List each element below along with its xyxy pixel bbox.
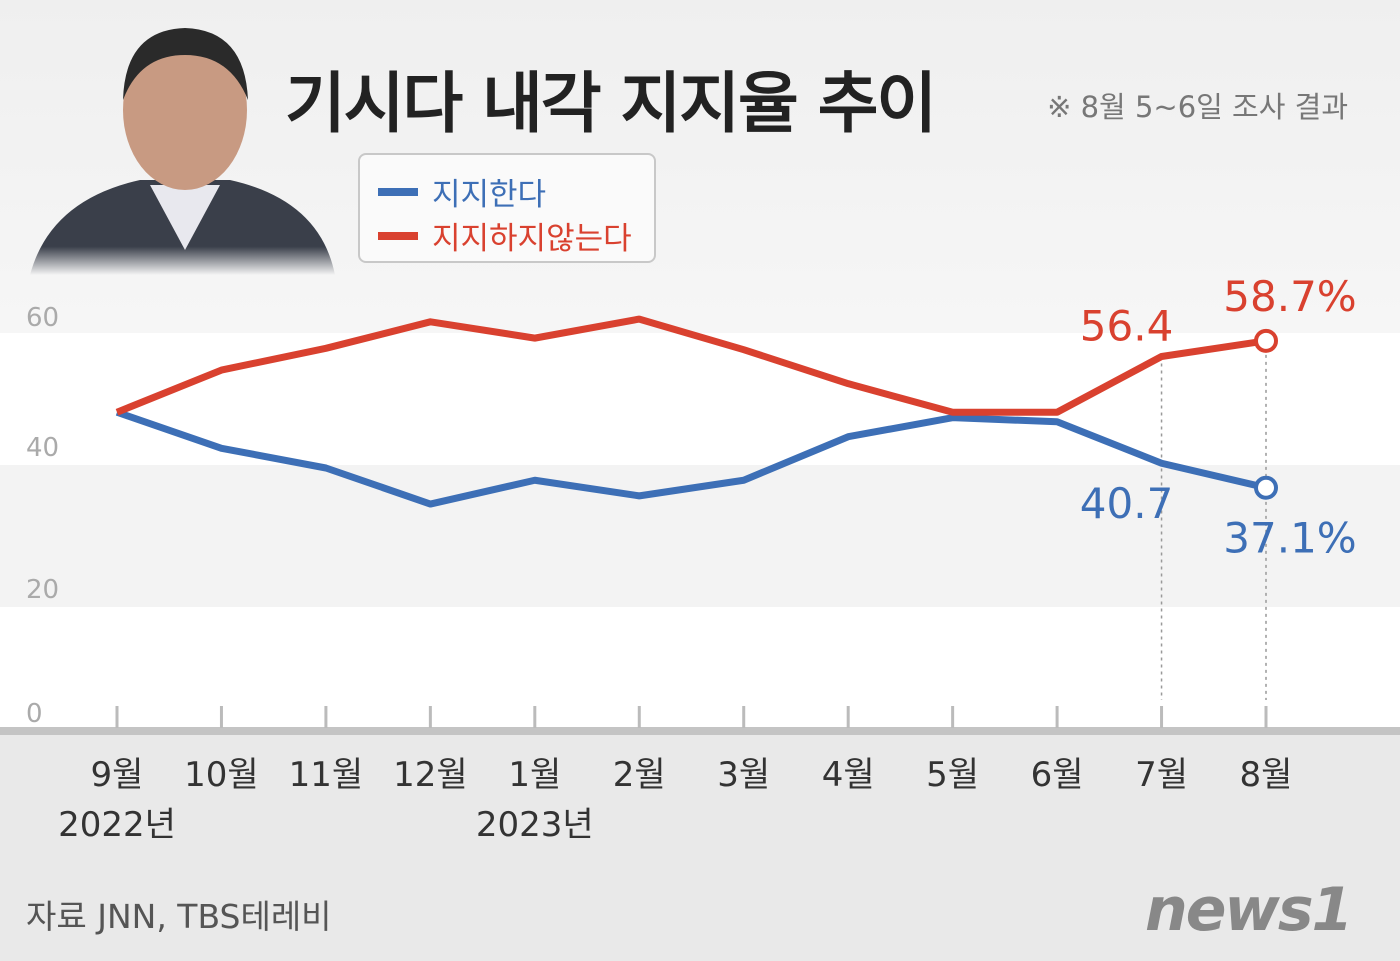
x-tick-label: 1월 xyxy=(508,755,561,795)
series-line-0 xyxy=(115,408,1267,508)
x-year-label: 2023년 xyxy=(476,805,594,845)
data-label: 40.7 xyxy=(1080,479,1174,528)
data-label: 58.7% xyxy=(1223,272,1356,321)
data-label: 56.4 xyxy=(1080,301,1174,350)
x-tick-label: 2월 xyxy=(613,755,666,795)
source-credit: 자료 JNN, TBS테레비 xyxy=(26,897,332,936)
legend-swatch-oppose xyxy=(378,231,418,240)
x-tick-label: 10월 xyxy=(184,755,259,795)
portrait-photo xyxy=(30,10,340,275)
x-tick-label: 12월 xyxy=(393,755,468,795)
chart-title: 기시다 내각 지지율 추이 xyxy=(285,65,937,142)
legend-item-oppose: 지지하지않는다 xyxy=(378,213,632,258)
news1-logo: news1 xyxy=(1145,875,1353,945)
y-tick-label: 20 xyxy=(26,575,59,605)
y-tick-label: 40 xyxy=(26,433,59,463)
footer-background xyxy=(0,729,1400,961)
survey-date-note: ※ 8월 5~6일 조사 결과 xyxy=(1047,90,1348,124)
data-point-marker xyxy=(1254,328,1278,353)
y-tick-label: 0 xyxy=(26,699,43,729)
y-tick-label: 60 xyxy=(26,303,59,333)
legend-swatch-support xyxy=(378,187,418,196)
x-year-label: 2022년 xyxy=(58,805,176,845)
legend-item-support: 지지한다 xyxy=(378,169,546,214)
data-point-marker xyxy=(1254,475,1278,500)
data-label: 37.1% xyxy=(1223,514,1356,563)
x-axis-line xyxy=(0,727,1400,735)
x-tick-label: 4월 xyxy=(822,755,875,795)
series-line-1 xyxy=(115,315,1267,416)
legend-label-support: 지지한다 xyxy=(432,177,547,213)
x-tick-label: 8월 xyxy=(1240,755,1293,795)
x-tick-label: 3월 xyxy=(717,755,770,795)
x-tick-label: 7월 xyxy=(1135,755,1188,795)
x-tick-label: 6월 xyxy=(1031,755,1084,795)
legend: 지지한다 지지하지않는다 xyxy=(358,153,656,263)
x-tick-label: 9월 xyxy=(91,755,144,795)
legend-label-oppose: 지지하지않는다 xyxy=(432,221,632,257)
x-tick-label: 11월 xyxy=(289,755,364,795)
band-0-20 xyxy=(0,607,1400,729)
x-tick-label: 5월 xyxy=(926,755,979,795)
